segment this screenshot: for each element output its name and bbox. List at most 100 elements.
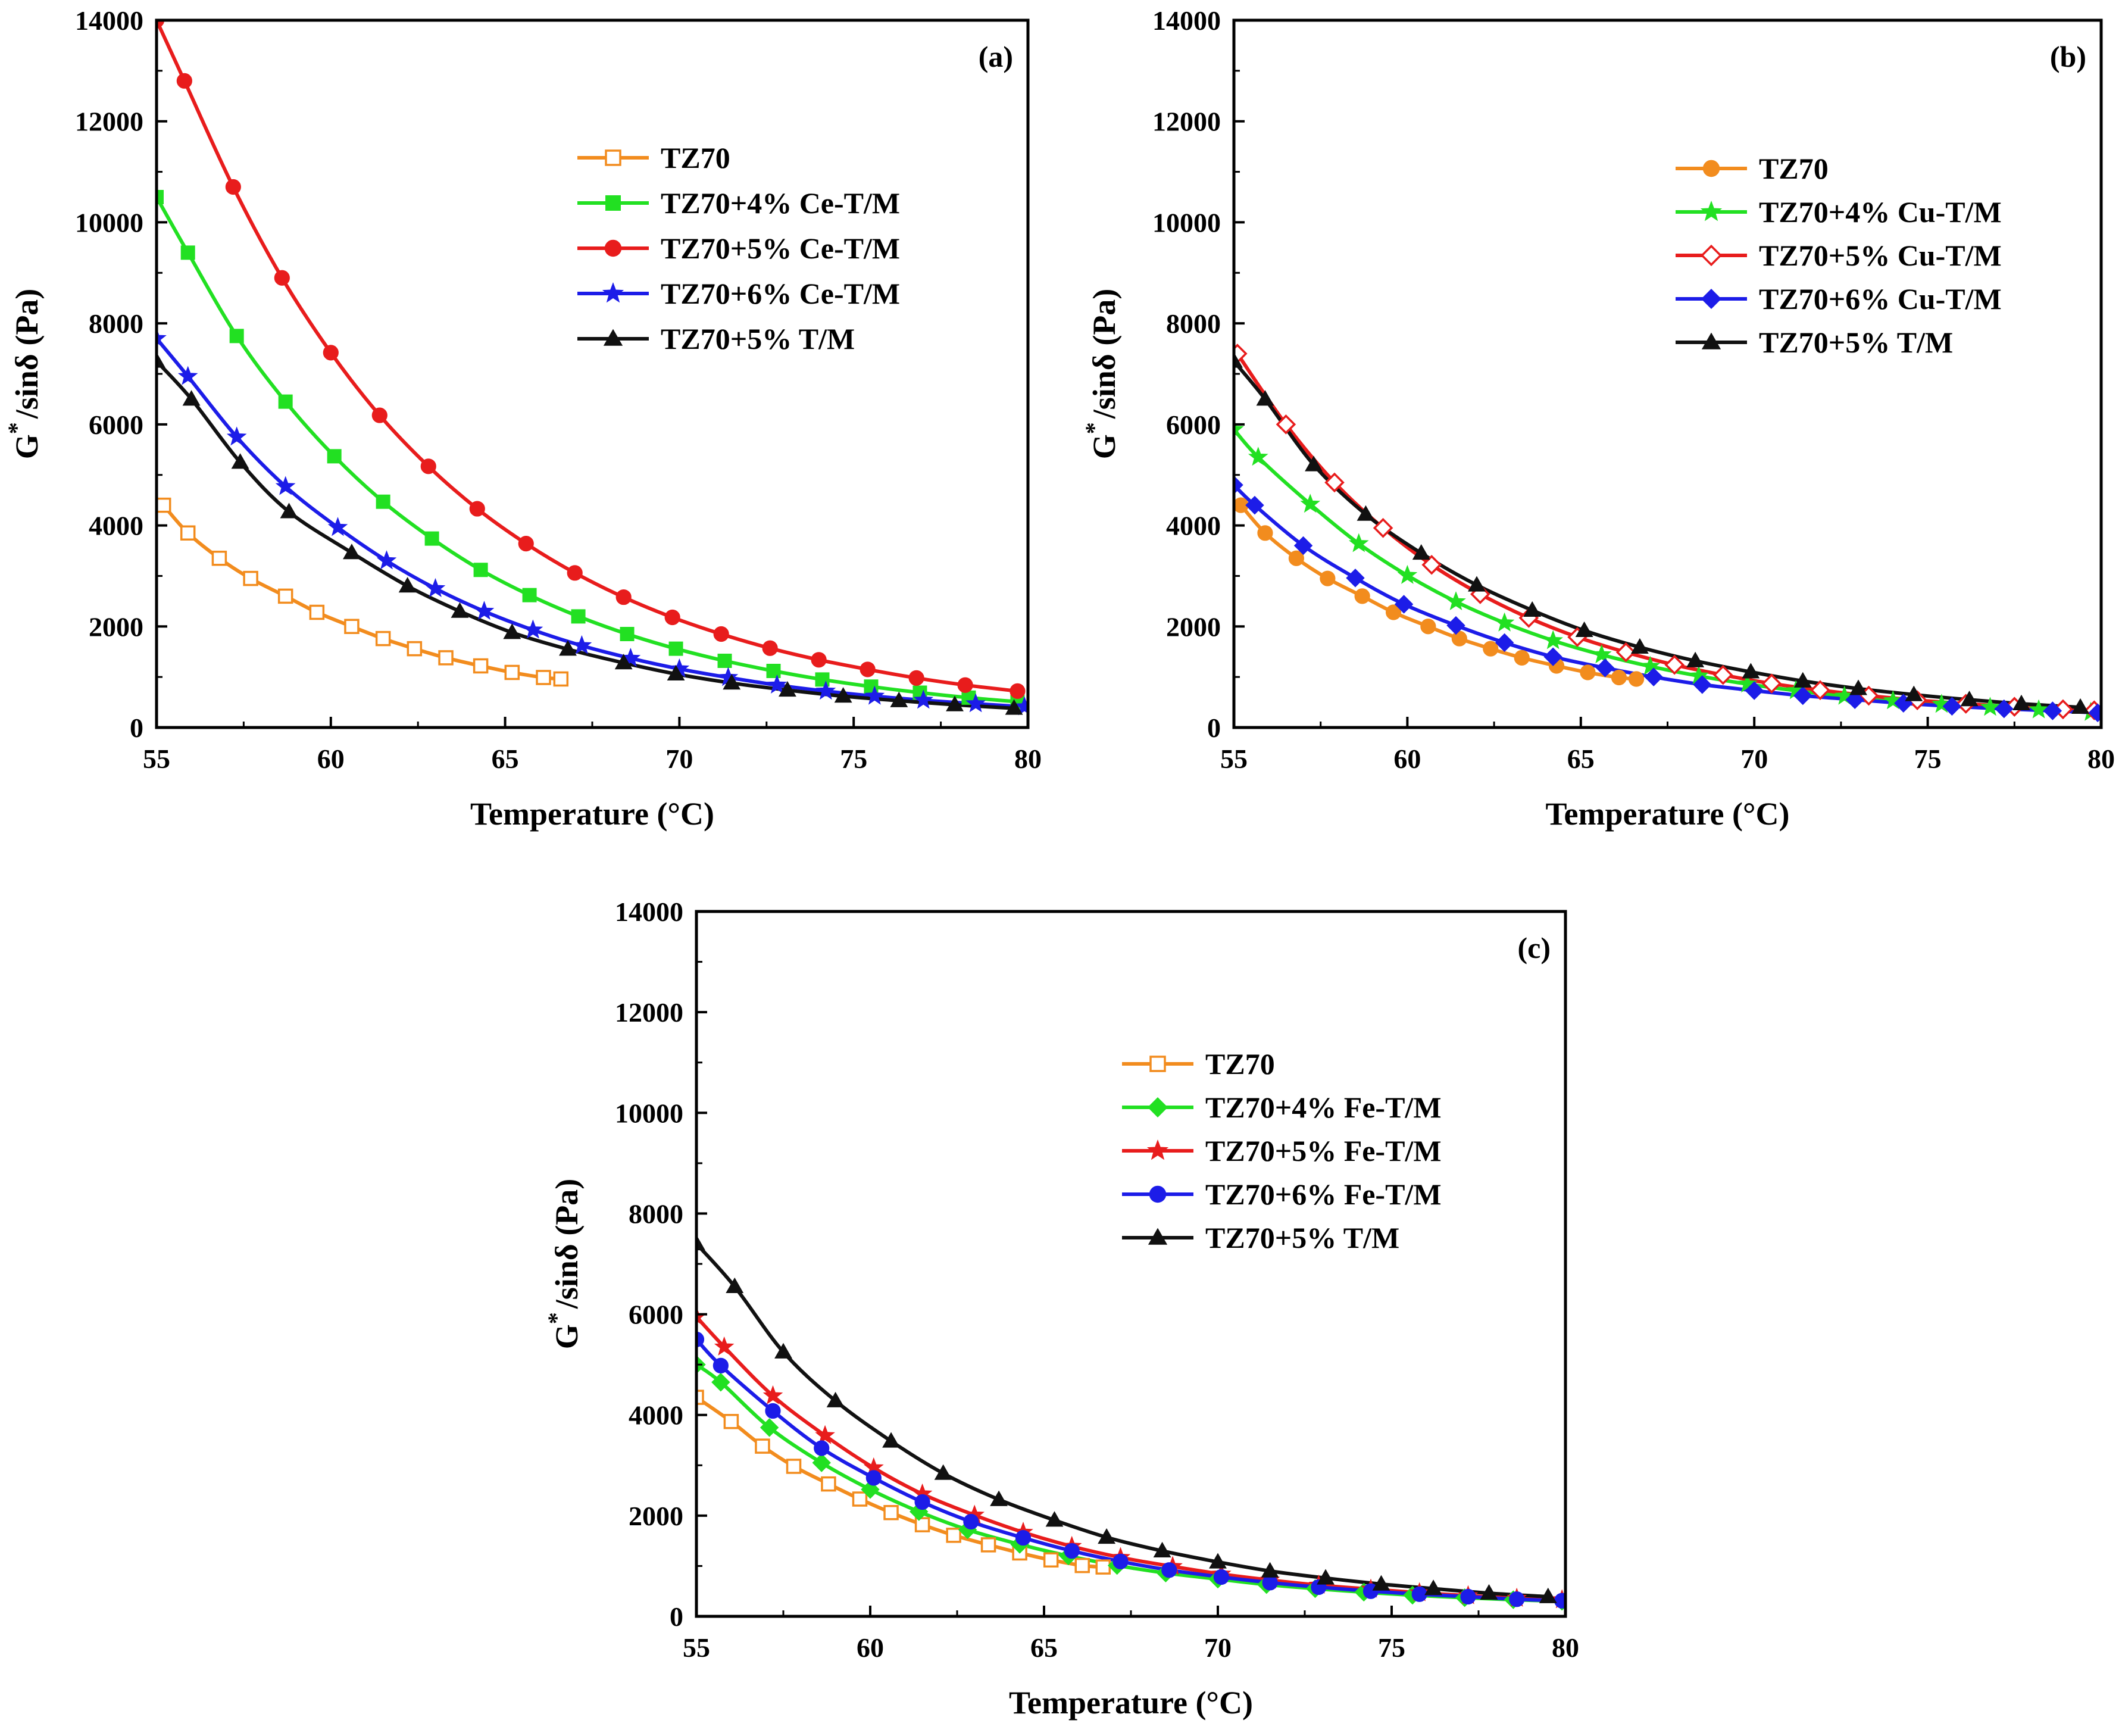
data-point (1288, 550, 1305, 566)
series-line (1234, 360, 2081, 710)
x-tick-label: 60 (317, 744, 345, 774)
data-point (664, 609, 680, 626)
legend-marker (603, 329, 623, 346)
y-tick-label: 10000 (75, 207, 143, 238)
x-axis-label: Temperature (°C) (1545, 796, 1789, 832)
data-point (934, 1464, 952, 1480)
y-tick-label: 6000 (629, 1300, 683, 1330)
x-tick-label: 80 (2087, 744, 2115, 774)
data-point (1420, 619, 1436, 635)
data-point (766, 663, 781, 678)
y-axis-label: G*/sinδ (Pa) (543, 1179, 585, 1350)
legend-item: TZ70+6% Ce-T/M (577, 277, 900, 310)
legend-label: TZ70 (1205, 1047, 1275, 1081)
data-point (714, 1336, 735, 1356)
data-point (882, 1432, 900, 1448)
y-tick-label: 2000 (1166, 611, 1221, 642)
series-line (157, 337, 1025, 709)
legend-marker (1148, 1228, 1168, 1245)
data-point (1686, 651, 1705, 667)
y-tick-label: 8000 (629, 1198, 683, 1229)
data-point (280, 502, 298, 519)
x-tick-label: 65 (492, 744, 519, 774)
data-point (812, 1453, 831, 1472)
data-point (1745, 681, 1764, 700)
data-point (723, 674, 741, 690)
data-point (1995, 699, 2014, 719)
data-point (1905, 685, 1923, 701)
data-point (503, 623, 521, 639)
data-point (860, 661, 876, 677)
chart-panel-b: 55 60 65 70 75 80 0 2000 4000 6000 8000 10000 12000 1… (1080, 5, 2115, 832)
data-point (504, 664, 520, 680)
data-point (1580, 664, 1596, 680)
data-point (765, 1403, 781, 1419)
data-point (1575, 621, 1593, 637)
legend: TZ70 TZ70+4% Ce-T/M TZ70+5% Ce-T/M TZ70+6% … (577, 141, 900, 355)
legend-label: TZ70+6% Ce-T/M (661, 277, 900, 310)
data-point (1942, 697, 1962, 716)
legend-item: TZ70 (1676, 152, 1829, 185)
y-tick-label: 14000 (1152, 5, 1221, 36)
data-point (1276, 414, 1296, 435)
data-point (420, 458, 436, 474)
data-point (1693, 675, 1712, 694)
data-point (1354, 588, 1370, 604)
x-tick-label: 60 (857, 1632, 884, 1663)
legend-item: TZ70+5% Fe-T/M (1122, 1134, 1442, 1167)
legend: TZ70 TZ70+4% Fe-T/M TZ70+5% Fe-T/M TZ70+6% … (1122, 1047, 1442, 1254)
data-point (180, 525, 196, 541)
data-point (157, 352, 165, 368)
data-point (1980, 697, 2001, 716)
data-point (553, 671, 569, 687)
data-point (571, 609, 586, 624)
legend-label: TZ70+5% Cu-T/M (1759, 239, 2002, 272)
data-point (323, 345, 339, 361)
legend-label: TZ70+6% Fe-T/M (1205, 1178, 1442, 1211)
data-point (1234, 352, 1243, 368)
legend-marker (1146, 1139, 1169, 1160)
data-point (371, 407, 387, 423)
data-point (1014, 696, 1028, 716)
y-tick-label: 10000 (615, 1098, 683, 1128)
data-point (1480, 1584, 1498, 1600)
data-point (890, 691, 908, 707)
legend-item: TZ70+5% T/M (1676, 326, 1953, 359)
data-point (723, 1413, 739, 1429)
legend-marker (604, 239, 622, 257)
series-line (696, 1242, 1548, 1598)
data-point (712, 1357, 729, 1373)
data-point (946, 1528, 961, 1543)
y-tick-label: 2000 (89, 611, 143, 642)
data-point (225, 179, 241, 195)
y-tick-label: 12000 (1152, 107, 1221, 137)
y-axis-label: G*/sinδ (Pa) (1080, 289, 1122, 460)
data-point (398, 577, 417, 593)
data-point (571, 635, 592, 654)
legend-item: TZ70+4% Ce-T/M (577, 186, 900, 220)
legend-label: TZ70+5% Fe-T/M (1205, 1134, 1442, 1167)
data-point (815, 680, 836, 700)
data-point (1554, 1593, 1565, 1609)
x-tick-label: 75 (1378, 1632, 1405, 1663)
data-point (180, 245, 195, 260)
x-tick-label: 65 (1567, 744, 1595, 774)
plot-area (1234, 344, 2101, 723)
data-point (1424, 1579, 1443, 1596)
data-point (883, 1505, 899, 1520)
data-point (226, 426, 247, 446)
data-point (1005, 699, 1023, 715)
data-point (821, 1476, 836, 1492)
data-point (696, 1234, 705, 1251)
y-tick-label: 14000 (75, 5, 143, 36)
data-point (2071, 698, 2089, 714)
data-point (834, 687, 852, 703)
data-point (963, 1513, 979, 1530)
data-point (407, 641, 423, 657)
data-point (1372, 1575, 1390, 1591)
data-point (908, 670, 924, 686)
plot-area (696, 1234, 1565, 1611)
data-point (1543, 647, 1562, 666)
legend-label: TZ70+4% Fe-T/M (1205, 1091, 1442, 1124)
plot-area (157, 20, 1028, 716)
